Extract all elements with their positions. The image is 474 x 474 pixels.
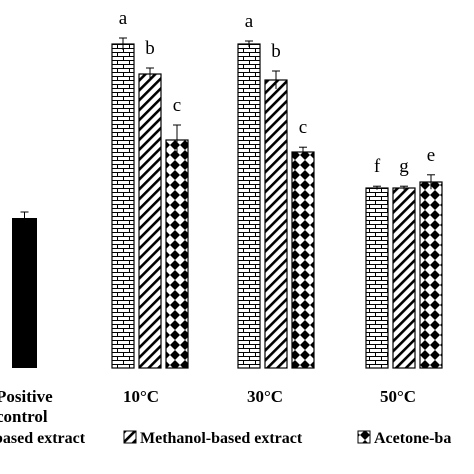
error-bar — [400, 185, 408, 190]
bar — [365, 187, 389, 369]
error-bar — [119, 37, 127, 50]
bars-layer: a a f b b g c c e — [12, 8, 443, 369]
error-bar — [146, 67, 154, 80]
significance-letter: b — [145, 38, 155, 59]
legend-swatch — [123, 430, 137, 444]
bar — [419, 181, 443, 369]
legend-label: based extract — [0, 430, 86, 447]
error-bar — [299, 146, 307, 157]
significance-letter: f — [374, 156, 381, 177]
bar-positive-control — [12, 218, 37, 368]
error-bar — [427, 174, 435, 190]
category-label: 30°C — [247, 387, 283, 406]
legend-label: Acetone-ba — [374, 430, 451, 447]
error-bar — [373, 185, 381, 190]
significance-letter: b — [271, 41, 281, 62]
bar — [291, 151, 315, 369]
bar — [165, 139, 189, 369]
significance-letter: g — [399, 156, 409, 177]
bar — [138, 73, 162, 369]
legend-swatch — [357, 430, 371, 444]
category-label: Positive — [0, 387, 53, 406]
error-bar — [272, 70, 280, 89]
category-label: 50°C — [380, 387, 416, 406]
significance-letter: a — [245, 11, 254, 32]
bar — [237, 43, 261, 369]
error-bar — [173, 124, 181, 155]
significance-letter: e — [427, 145, 435, 166]
bar — [111, 43, 135, 369]
error-bar-positive-control — [20, 211, 29, 224]
category-label: 10°C — [123, 387, 159, 406]
legend: based extract Methanol-based extract Aceto… — [0, 430, 451, 447]
legend-label: Methanol-based extract — [140, 430, 303, 447]
significance-letter: a — [119, 8, 128, 29]
bar — [392, 187, 416, 369]
significance-letter: c — [299, 117, 307, 138]
bar — [264, 79, 288, 369]
significance-letter: c — [173, 95, 181, 116]
error-bar — [245, 40, 253, 47]
category-label: control — [0, 407, 48, 426]
